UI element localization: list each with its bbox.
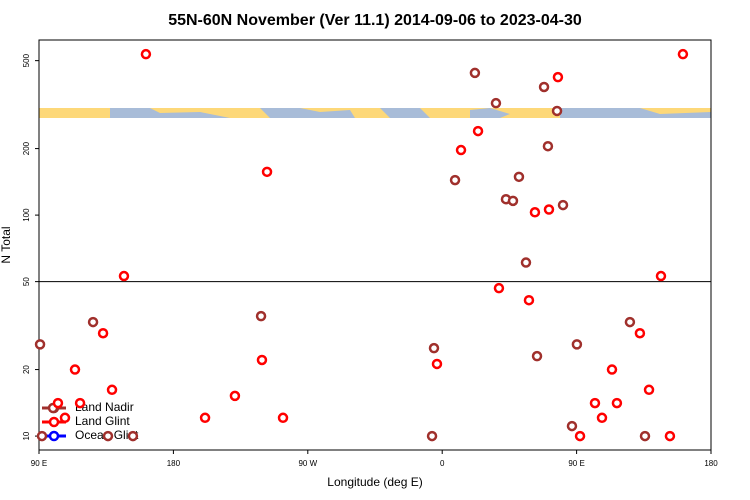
y-tick-label: 10: [22, 431, 31, 440]
legend-label: Land Glint: [75, 414, 130, 428]
point: [118, 270, 130, 282]
y-tick-label: 20: [22, 365, 31, 374]
point: [523, 294, 535, 306]
point: [87, 316, 99, 328]
point: [611, 397, 623, 409]
point: [566, 420, 578, 432]
y-tick-label: 200: [22, 141, 31, 155]
point: [677, 48, 689, 60]
point: [490, 97, 502, 109]
point: [455, 144, 467, 156]
point: [624, 316, 636, 328]
y-tick-label: 50: [22, 277, 31, 286]
point: [127, 430, 139, 442]
point: [538, 81, 550, 93]
point: [596, 412, 608, 424]
y-tick-label: 500: [22, 53, 31, 67]
y-axis-label: N Total: [0, 226, 13, 263]
map-strip: [39, 108, 711, 118]
x-tick-label: 180: [704, 459, 718, 468]
point: [469, 67, 481, 79]
point: [664, 430, 676, 442]
x-tick-label: 0: [440, 459, 445, 468]
y-tick-label: 100: [22, 208, 31, 222]
point: [256, 354, 268, 366]
point: [589, 397, 601, 409]
point: [449, 174, 461, 186]
point: [520, 257, 532, 268]
plot-frame: [38, 39, 712, 451]
point: [513, 171, 525, 183]
point: [69, 364, 81, 375]
point: [431, 358, 443, 370]
point: [606, 364, 618, 375]
point: [255, 310, 267, 322]
point: [59, 412, 71, 424]
x-tick-label: 90 W: [298, 459, 317, 468]
point: [655, 270, 667, 282]
point: [542, 140, 554, 152]
point: [140, 48, 152, 60]
point: [426, 430, 438, 442]
point: [52, 397, 64, 409]
x-axis-label: Longitude (deg E): [327, 475, 422, 489]
x-tick-label: 90 E: [31, 459, 47, 468]
point: [574, 430, 586, 442]
point: [571, 339, 583, 350]
point: [36, 430, 48, 442]
point: [639, 430, 651, 442]
point: [199, 412, 211, 424]
point: [551, 105, 563, 117]
point: [531, 350, 543, 362]
legend-label: Land Nadir: [75, 400, 134, 414]
x-tick-label: 180: [167, 459, 181, 468]
point: [557, 199, 569, 211]
point: [97, 327, 109, 339]
point: [543, 204, 555, 215]
point: [261, 166, 273, 178]
point: [529, 207, 541, 218]
legend-marker: [48, 430, 60, 442]
point: [277, 412, 289, 424]
chart-title: 55N-60N November (Ver 11.1) 2014-09-06 t…: [168, 12, 582, 29]
point: [102, 430, 114, 442]
point: [507, 195, 519, 207]
point: [472, 125, 484, 137]
legend-marker: [48, 416, 60, 428]
point: [106, 384, 118, 396]
point: [34, 339, 46, 350]
point: [634, 327, 646, 339]
point: [428, 342, 440, 354]
point: [74, 397, 86, 409]
point: [229, 390, 241, 402]
point: [643, 384, 655, 396]
point: [493, 282, 505, 294]
point: [552, 71, 564, 83]
x-tick-label: 90 E: [568, 459, 584, 468]
